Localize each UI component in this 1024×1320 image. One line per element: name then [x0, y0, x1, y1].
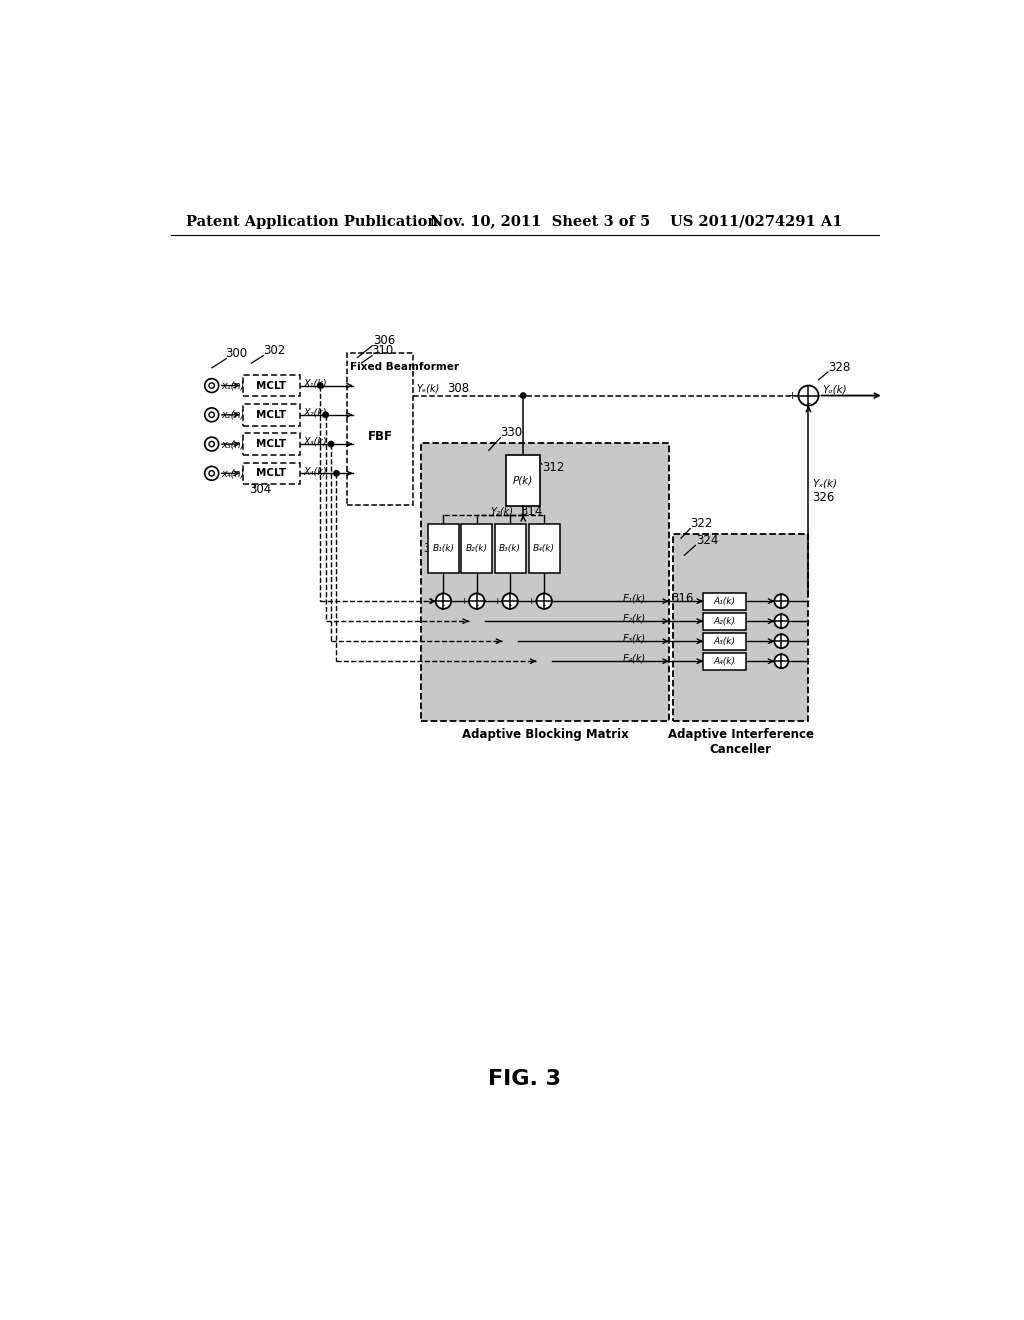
- Text: +: +: [427, 597, 434, 606]
- Text: 324: 324: [696, 533, 719, 546]
- Text: 306: 306: [373, 334, 395, 347]
- Bar: [703, 653, 746, 669]
- Circle shape: [537, 594, 552, 609]
- Circle shape: [205, 408, 219, 422]
- Bar: [347, 354, 414, 506]
- Bar: [506, 455, 541, 507]
- Text: Nov. 10, 2011  Sheet 3 of 5: Nov. 10, 2011 Sheet 3 of 5: [430, 215, 650, 228]
- Circle shape: [774, 655, 788, 668]
- Text: 300: 300: [225, 347, 248, 360]
- Circle shape: [503, 594, 518, 609]
- Bar: [703, 612, 746, 630]
- Text: 308: 308: [447, 381, 469, 395]
- Circle shape: [334, 471, 339, 477]
- Text: 318: 318: [423, 543, 445, 554]
- Circle shape: [323, 412, 329, 417]
- Text: X₁(k): X₁(k): [303, 379, 327, 388]
- Text: 314: 314: [520, 506, 543, 519]
- Text: -: -: [543, 602, 546, 610]
- Text: Adaptive Interference
Canceller: Adaptive Interference Canceller: [668, 729, 814, 756]
- Circle shape: [205, 379, 219, 392]
- Text: MCLT: MCLT: [256, 380, 287, 391]
- Circle shape: [329, 441, 334, 446]
- Bar: [243, 375, 300, 396]
- Text: FIG. 3: FIG. 3: [488, 1069, 561, 1089]
- Text: x₄(n): x₄(n): [221, 469, 245, 478]
- Bar: [243, 462, 300, 484]
- Text: 330: 330: [500, 426, 522, 440]
- Circle shape: [205, 466, 219, 480]
- Text: Fixed Beamformer: Fixed Beamformer: [350, 362, 460, 372]
- Text: 304: 304: [249, 483, 271, 496]
- Text: x₁(n): x₁(n): [221, 380, 245, 391]
- Text: B₁(k): B₁(k): [432, 544, 455, 553]
- Text: -: -: [475, 602, 478, 610]
- Text: A₄(k): A₄(k): [714, 657, 736, 665]
- Text: B₄(k): B₄(k): [534, 544, 555, 553]
- Text: E₃(k): E₃(k): [623, 634, 645, 643]
- Text: MCLT: MCLT: [256, 440, 287, 449]
- Text: MCLT: MCLT: [256, 469, 287, 478]
- Text: A₂(k): A₂(k): [714, 616, 736, 626]
- Text: A₃(k): A₃(k): [714, 636, 736, 645]
- Text: Y₂(k): Y₂(k): [490, 507, 514, 517]
- Circle shape: [520, 393, 526, 399]
- Text: 312: 312: [543, 461, 565, 474]
- Bar: [428, 524, 459, 573]
- Text: 322: 322: [690, 517, 713, 529]
- Text: X₄(k): X₄(k): [303, 466, 327, 477]
- Bar: [528, 524, 560, 573]
- Text: B₂(k): B₂(k): [466, 544, 487, 553]
- Bar: [495, 524, 525, 573]
- Circle shape: [435, 594, 452, 609]
- Text: Adaptive Blocking Matrix: Adaptive Blocking Matrix: [462, 727, 629, 741]
- Text: +: +: [460, 597, 467, 606]
- Bar: [703, 632, 746, 649]
- Text: Patent Application Publication: Patent Application Publication: [186, 215, 438, 228]
- Circle shape: [774, 614, 788, 628]
- Bar: [243, 433, 300, 455]
- Bar: [243, 404, 300, 425]
- Text: x₂(n): x₂(n): [221, 409, 245, 420]
- Circle shape: [774, 594, 788, 609]
- Text: -: -: [441, 602, 445, 610]
- Text: x₃(n): x₃(n): [221, 440, 245, 449]
- Text: X₂(k): X₂(k): [303, 408, 327, 417]
- Text: 316: 316: [672, 591, 693, 605]
- Bar: [421, 444, 669, 721]
- Text: P(k): P(k): [513, 475, 534, 486]
- Text: FBF: FBF: [368, 430, 393, 444]
- Text: A₁(k): A₁(k): [714, 597, 736, 606]
- Text: B₃(k): B₃(k): [499, 544, 521, 553]
- Text: Yₑ(k): Yₑ(k): [417, 384, 439, 393]
- Text: 310: 310: [372, 345, 393, 358]
- Text: +: +: [527, 597, 535, 606]
- Text: +: +: [494, 597, 501, 606]
- Text: E₂(k): E₂(k): [623, 612, 645, 623]
- Text: Yₓ(k): Yₓ(k): [812, 478, 838, 488]
- Text: E₄(k): E₄(k): [623, 653, 645, 663]
- Text: US 2011/0274291 A1: US 2011/0274291 A1: [671, 215, 843, 228]
- Circle shape: [469, 594, 484, 609]
- Text: +: +: [787, 391, 797, 400]
- Bar: [461, 524, 493, 573]
- Text: -: -: [807, 397, 810, 408]
- Text: 302: 302: [263, 345, 285, 358]
- Text: -: -: [509, 602, 512, 610]
- Circle shape: [317, 383, 323, 388]
- Circle shape: [799, 385, 818, 405]
- Bar: [673, 535, 809, 721]
- Text: MCLT: MCLT: [256, 409, 287, 420]
- Circle shape: [774, 635, 788, 648]
- Circle shape: [205, 437, 219, 451]
- Text: 328: 328: [828, 360, 851, 374]
- Text: X₃(k): X₃(k): [303, 437, 327, 446]
- Text: 326: 326: [812, 491, 835, 504]
- Text: Yₒ(k): Yₒ(k): [822, 384, 847, 395]
- Text: E₁(k): E₁(k): [623, 593, 645, 603]
- Bar: [703, 593, 746, 610]
